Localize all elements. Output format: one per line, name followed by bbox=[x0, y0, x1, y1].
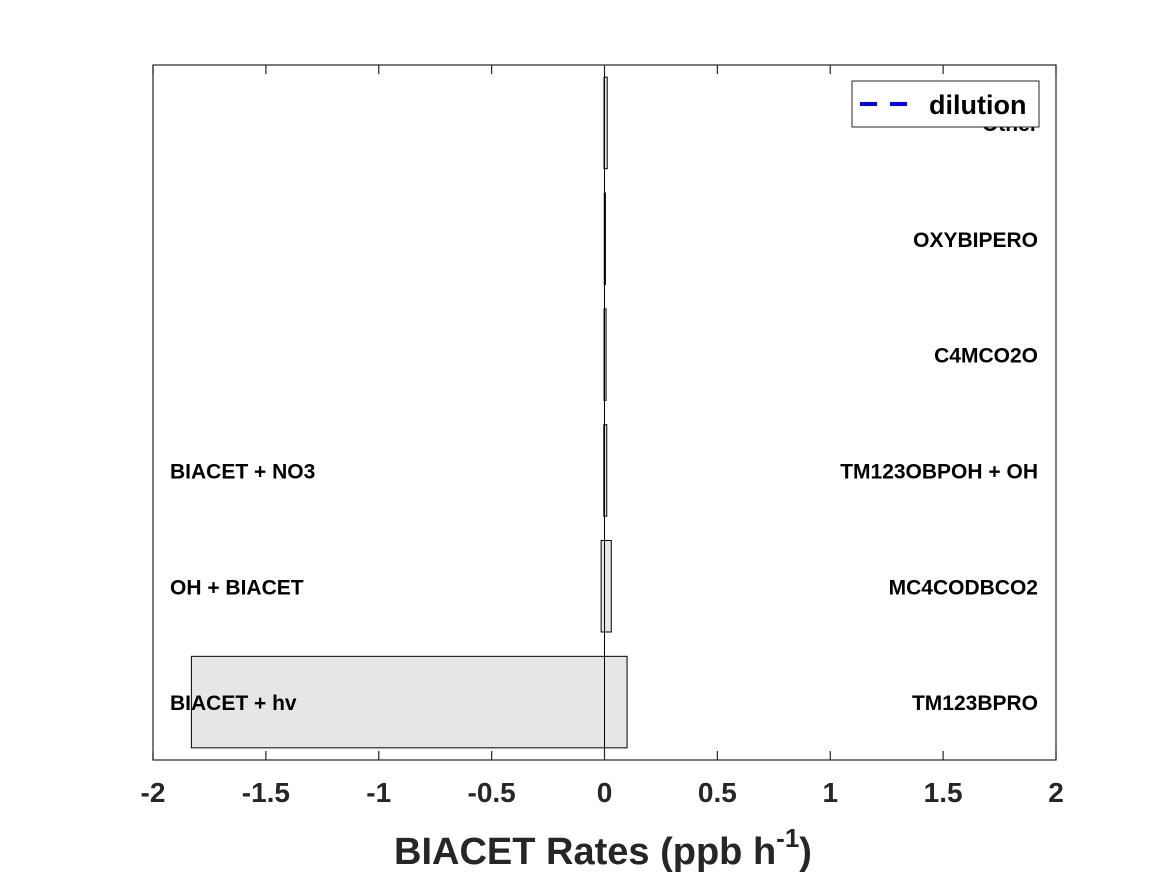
x-tick-label-0: -2 bbox=[141, 777, 166, 808]
x-tick-label-2: -1 bbox=[366, 777, 391, 808]
production-label-1: MC4CODBCO2 bbox=[889, 576, 1038, 599]
x-ticks-group: -2 -1.5 -1 -0.5 0 0.5 1 1.5 2 bbox=[141, 65, 1064, 808]
x-tick-label-4: 0 bbox=[597, 777, 613, 808]
bar-2 bbox=[603, 424, 608, 517]
loss-label-1: OH + BIACET bbox=[170, 576, 304, 599]
x-axis-title-superscript: -1 bbox=[776, 823, 799, 853]
production-label-3: C4MCO2O bbox=[934, 345, 1038, 368]
x-tick-label-8: 2 bbox=[1048, 777, 1064, 808]
x-tick-label-6: 1 bbox=[822, 777, 838, 808]
bar-labels-group: BIACET + hv TM123BPRO OH + BIACET MC4CODBCO… bbox=[170, 113, 1038, 715]
loss-label-0: BIACET + hv bbox=[170, 692, 297, 715]
legend: dilution bbox=[851, 80, 1040, 128]
legend-box bbox=[851, 80, 1040, 128]
x-tick-label-3: -0.5 bbox=[468, 777, 516, 808]
x-axis-title-text: BIACET Rates (ppb h bbox=[394, 831, 776, 873]
bar-0 bbox=[190, 655, 628, 749]
x-tick-label-1: -1.5 bbox=[242, 777, 290, 808]
bar-1 bbox=[600, 539, 612, 633]
loss-label-2: BIACET + NO3 bbox=[170, 460, 315, 483]
x-tick-label-5: 0.5 bbox=[698, 777, 737, 808]
x-axis-title-suffix: ) bbox=[799, 831, 812, 873]
x-axis-title: BIACET Rates (ppb h-1) bbox=[394, 823, 812, 873]
legend-dilution-label: dilution bbox=[929, 90, 1026, 120]
production-label-0: TM123BPRO bbox=[912, 692, 1038, 715]
bars-group bbox=[190, 76, 628, 749]
production-label-4: OXYBIPERO bbox=[913, 229, 1038, 252]
x-tick-label-7: 1.5 bbox=[924, 777, 963, 808]
production-label-2: TM123OBPOH + OH bbox=[840, 460, 1038, 483]
